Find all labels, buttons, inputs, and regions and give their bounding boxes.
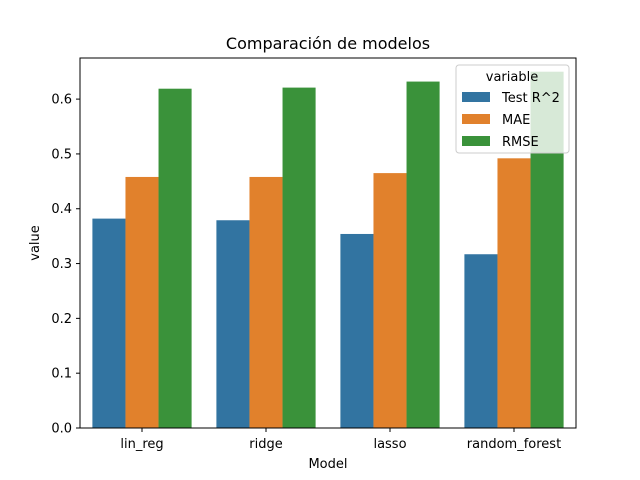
y-tick-label: 0.5	[51, 147, 72, 162]
y-tick-label: 0.6	[51, 93, 72, 108]
bar-lin-reg-rmse	[158, 88, 192, 428]
plot-frame	[79, 57, 577, 429]
x-tick-label: lin_reg	[120, 437, 163, 452]
x-tick-label: random_forest	[467, 437, 561, 452]
legend-label: RMSE	[502, 135, 539, 150]
bar-lasso-test-r-2	[340, 233, 374, 428]
bar-lin-reg-mae	[125, 176, 159, 428]
chart-title: Comparación de modelos	[226, 34, 430, 53]
y-axis-title: value	[28, 225, 43, 261]
bar-random-forest-test-r-2	[464, 254, 498, 428]
y-tick-label: 0.1	[51, 367, 72, 382]
legend-frame	[455, 64, 570, 154]
bar-ridge-test-r-2	[216, 220, 250, 428]
bar-ridge-mae	[249, 176, 283, 428]
y-tick-label: 0.4	[51, 202, 72, 217]
bar-random-forest-mae	[497, 158, 531, 428]
y-tick-label: 0.2	[51, 312, 72, 327]
legend: variable Test R^2 MAE RMSE	[455, 64, 570, 154]
bar-ridge-rmse	[282, 87, 316, 428]
legend-swatch	[462, 92, 490, 102]
y-tick-label: 0.0	[51, 422, 72, 437]
y-tick-label: 0.3	[51, 257, 72, 272]
legend-label: MAE	[502, 113, 530, 128]
bar-lin-reg-test-r-2	[92, 218, 126, 428]
bar-lasso-rmse	[406, 81, 440, 428]
bars-group	[92, 71, 564, 428]
legend-swatch	[462, 114, 490, 124]
x-axis-title: Model	[308, 457, 347, 472]
legend-title: variable	[486, 70, 538, 85]
legend-label: Test R^2	[501, 91, 560, 106]
legend-swatch	[462, 136, 490, 146]
x-axis: lin_reg ridge lasso random_forest	[120, 428, 561, 452]
x-tick-label: ridge	[249, 437, 282, 452]
y-axis: 0.0 0.1 0.2 0.3 0.4 0.5 0.6	[51, 93, 80, 437]
bar-lasso-mae	[373, 173, 407, 428]
x-tick-label: lasso	[373, 437, 406, 452]
